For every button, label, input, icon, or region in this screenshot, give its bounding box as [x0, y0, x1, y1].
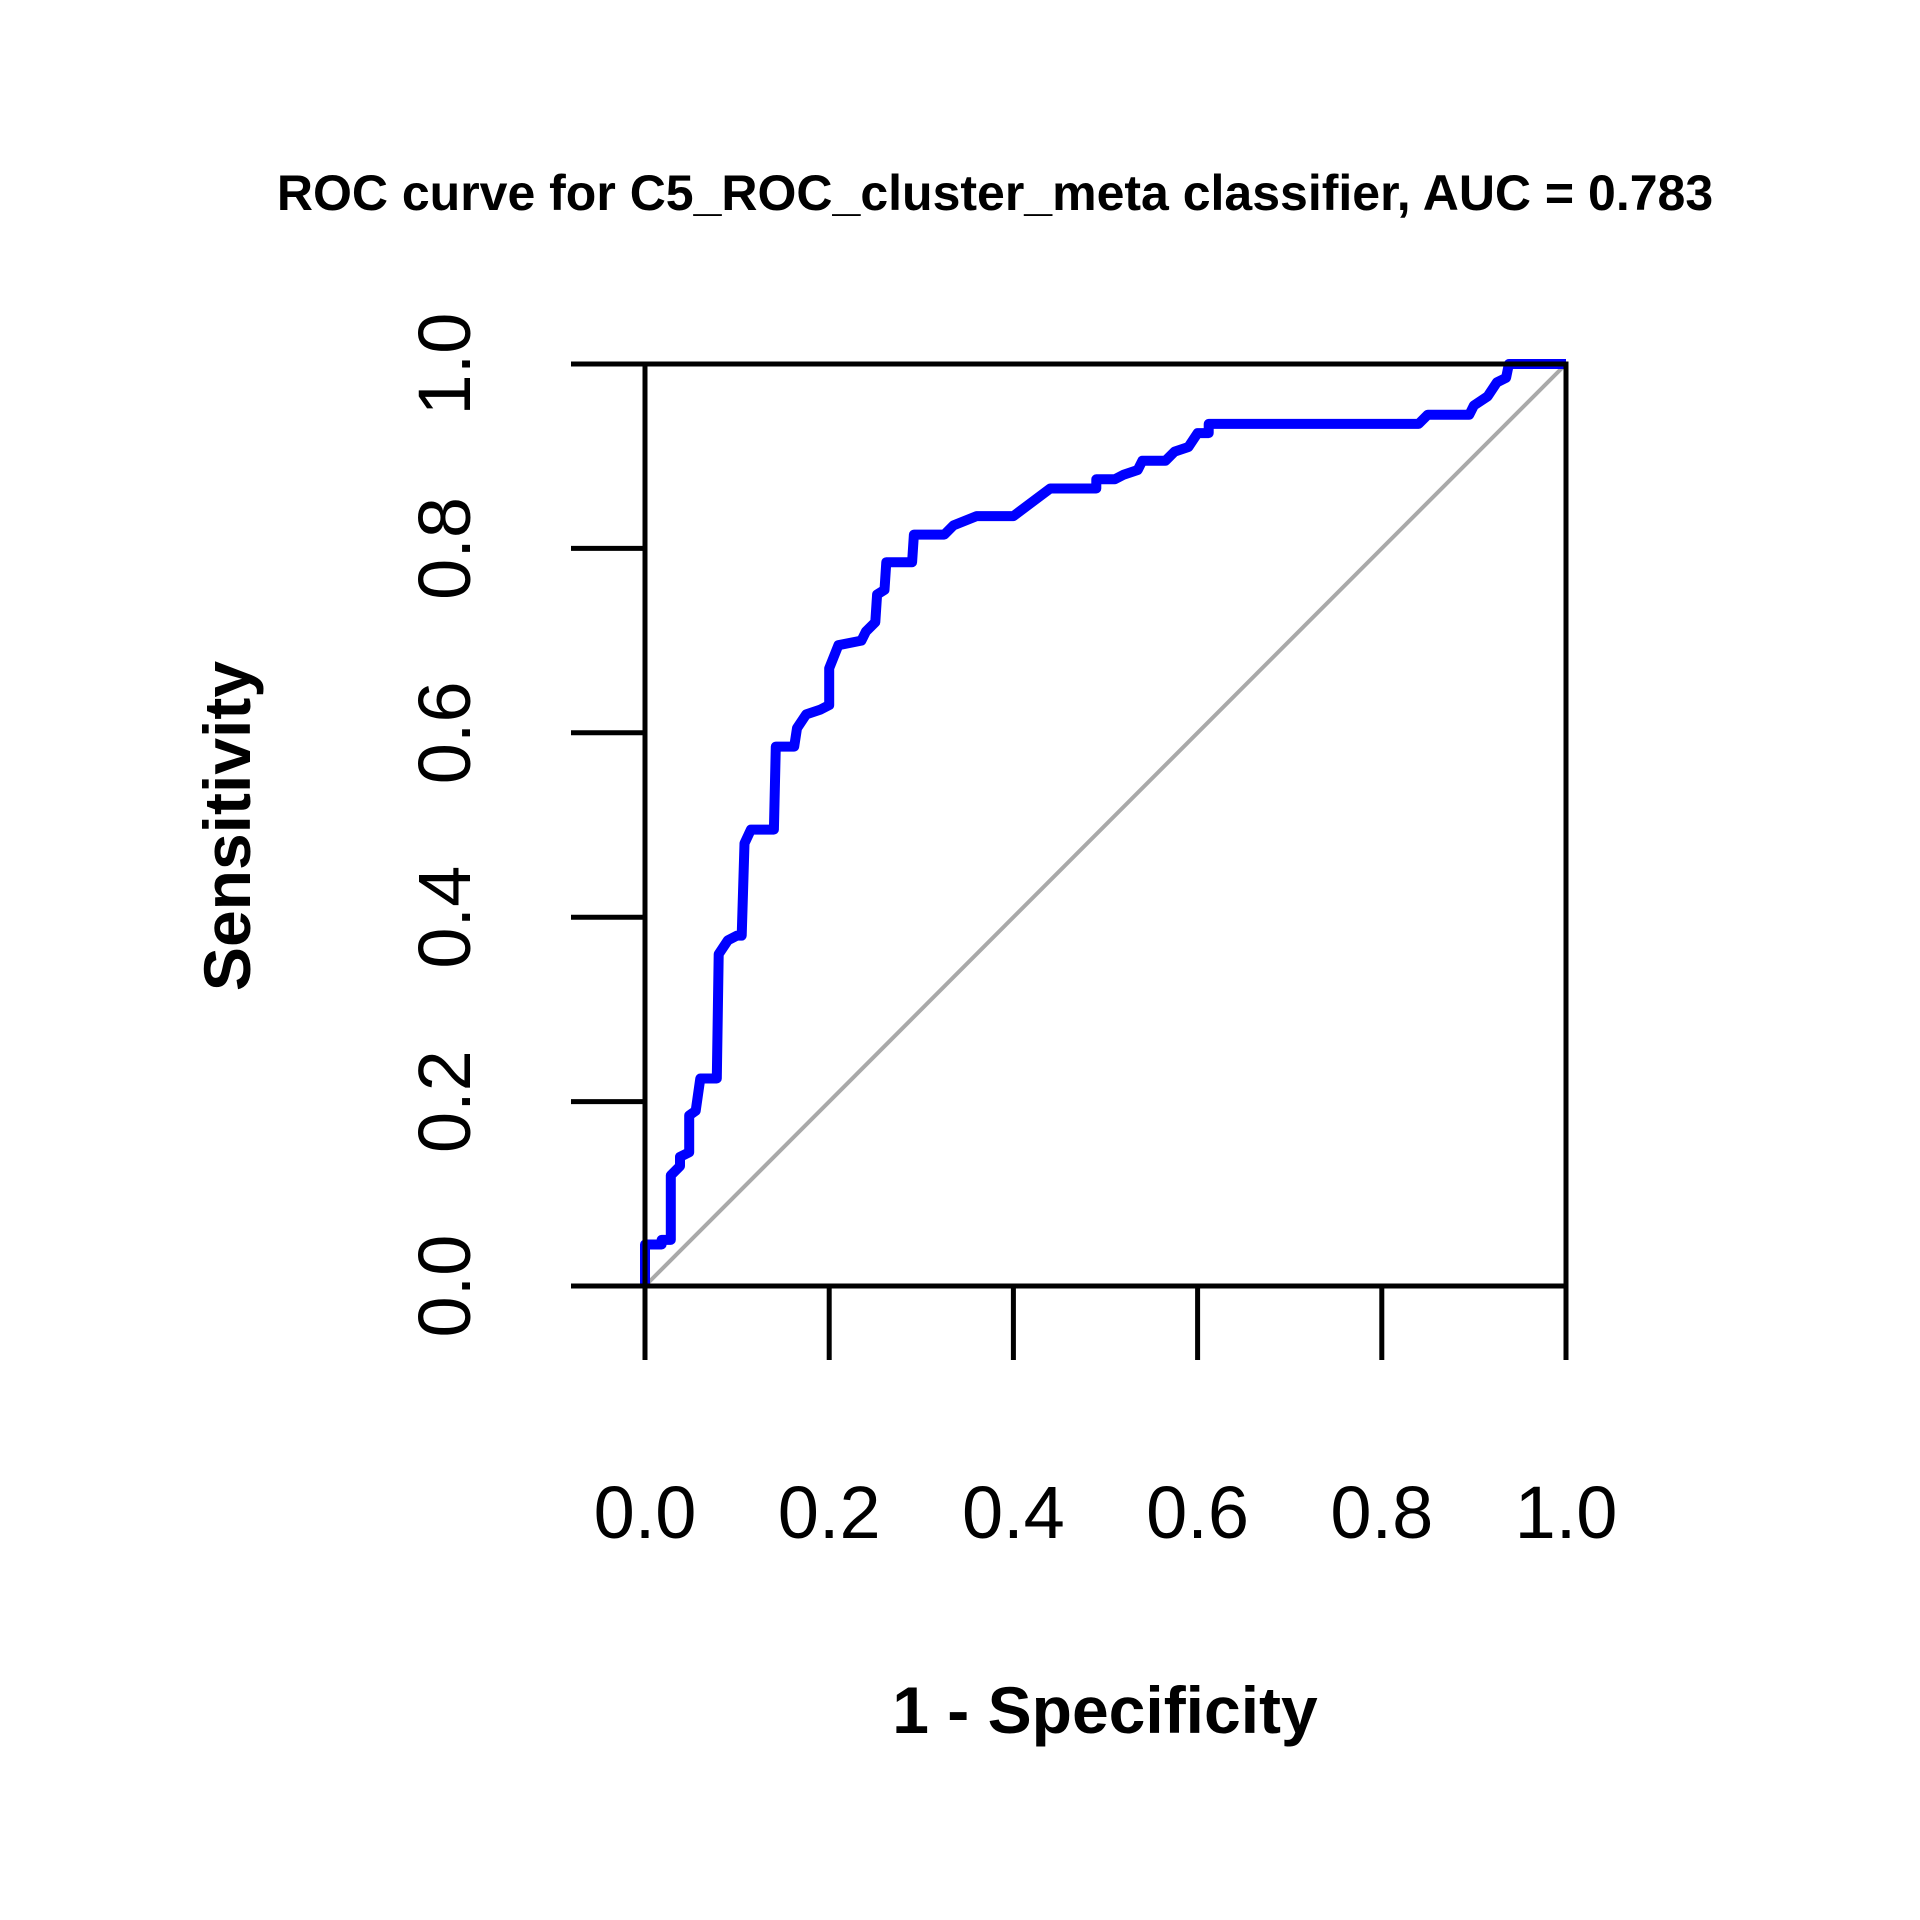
x-tick-label: 0.8 — [1330, 1471, 1433, 1554]
y-axis: 0.0 0.2 0.4 0.6 0.8 1.0 — [403, 313, 645, 1338]
x-axis-label: 1 - Specificity — [892, 1673, 1318, 1747]
y-axis-label: Sensitivity — [190, 661, 264, 991]
y-tick-label: 0.2 — [403, 1050, 486, 1153]
y-tick-label: 0.8 — [403, 497, 486, 600]
x-tick-label: 0.0 — [594, 1471, 697, 1554]
x-tick-label: 1.0 — [1515, 1471, 1618, 1554]
chart-title: ROC curve for C5_ROC_cluster_meta classi… — [277, 165, 1713, 221]
y-tick-label: 0.6 — [403, 681, 486, 784]
x-tick-label: 0.4 — [962, 1471, 1065, 1554]
roc-curve-line — [640, 359, 1566, 1286]
x-tick-label: 0.6 — [1146, 1471, 1249, 1554]
x-axis: 0.0 0.2 0.4 0.6 0.8 1.0 — [594, 1286, 1618, 1554]
x-tick-label: 0.2 — [778, 1471, 881, 1554]
y-tick-label: 1.0 — [403, 313, 486, 416]
y-tick-label: 0.0 — [403, 1235, 486, 1338]
curves-layer — [640, 359, 1568, 1288]
plot-frame — [642, 361, 1569, 1289]
y-tick-label: 0.4 — [403, 866, 486, 969]
reference-diagonal-line — [643, 362, 1568, 1288]
